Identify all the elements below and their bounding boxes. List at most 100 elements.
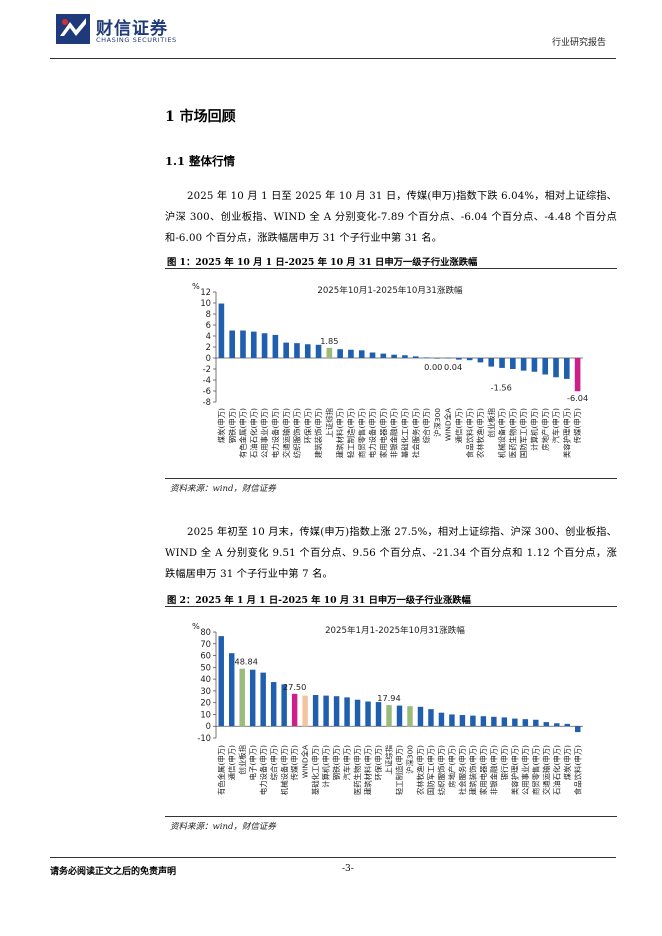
category-label: 电力设备(申万)	[271, 408, 280, 458]
bar	[302, 695, 308, 727]
figure-2-bottom-rule	[165, 816, 617, 817]
category-label: 上证综指	[325, 407, 334, 437]
y-tick-label: 50	[200, 662, 211, 672]
data-label: -6.04	[567, 393, 588, 403]
bar	[456, 358, 462, 360]
category-label: 创业板指	[487, 407, 496, 437]
bar	[488, 358, 495, 367]
bar	[326, 347, 333, 358]
data-label: 17.94	[377, 693, 400, 703]
category-label: 建筑装饰(申万)	[314, 408, 323, 458]
bar	[365, 701, 371, 727]
category-label: 社会服务(申万)	[458, 745, 467, 795]
bar	[261, 333, 268, 358]
category-label: 通信(申万)	[227, 745, 236, 780]
figure-2-source: 资料来源：wind，财信证券	[170, 822, 276, 832]
bar	[574, 358, 581, 392]
bar	[417, 706, 424, 727]
company-logo-icon	[56, 14, 90, 44]
bar	[575, 726, 581, 733]
y-tick-label: 2	[206, 342, 211, 352]
bar	[380, 353, 387, 358]
bar	[542, 358, 549, 375]
bar	[520, 358, 527, 371]
category-label: 商贸零售(申万)	[531, 745, 540, 795]
bar	[553, 358, 559, 378]
report-type-label: 行业研究报告	[551, 38, 606, 48]
bar	[270, 682, 277, 727]
bar	[449, 714, 455, 727]
category-label: 煤炭(申万)	[217, 408, 226, 443]
page-number: -3-	[342, 864, 354, 874]
bar	[434, 358, 441, 359]
category-label: 医药生物(申万)	[508, 408, 517, 458]
category-label: 沪深300	[433, 408, 442, 437]
bar	[358, 350, 365, 358]
bar	[512, 718, 518, 727]
category-label: 农林牧渔(申万)	[416, 745, 425, 795]
bar	[312, 695, 319, 727]
category-label: 沪深300	[406, 745, 415, 774]
bar	[477, 358, 484, 363]
y-tick-label: 0	[206, 353, 211, 363]
bar	[260, 672, 266, 727]
y-tick-label: 40	[200, 674, 211, 684]
bar	[470, 715, 476, 727]
bar	[291, 693, 298, 727]
category-label: 美容护理(申万)	[562, 408, 571, 458]
bar	[315, 344, 322, 358]
category-label: 纺织服饰(申万)	[293, 408, 302, 458]
category-label: 商贸零售(申万)	[357, 408, 366, 458]
bar	[304, 344, 311, 358]
category-label: 基础化工(申万)	[400, 408, 409, 458]
bar	[229, 330, 235, 358]
category-label: 房地产(申万)	[541, 408, 550, 451]
bar	[402, 355, 408, 358]
bar	[543, 722, 550, 727]
chart-2-title: 2025年1月1-2025年10月31涨跌幅	[325, 624, 465, 636]
bar	[369, 352, 376, 358]
category-label: 煤炭(申万)	[563, 745, 572, 780]
category-label: 钢铁(申万)	[332, 745, 341, 780]
bar	[522, 719, 529, 727]
bar	[531, 358, 538, 372]
y-tick-label: 30	[200, 686, 211, 696]
category-label: 非银金融(申万)	[489, 745, 498, 795]
bar	[250, 331, 257, 358]
category-label: 非银金融(申万)	[390, 408, 399, 458]
category-label: 交通运输(申万)	[542, 745, 551, 795]
data-label: 27.50	[283, 682, 306, 692]
y-tick-label: -10	[197, 733, 211, 743]
category-label: 农林牧渔(申万)	[476, 408, 485, 458]
category-label: 建筑材料(申万)	[364, 745, 373, 795]
bar	[344, 697, 350, 727]
y-tick-label: -2	[203, 364, 211, 374]
bar	[294, 343, 300, 358]
y-tick-label: 6	[206, 320, 211, 330]
category-label: 有色金属(申万)	[217, 745, 226, 795]
category-label: 通信(申万)	[454, 408, 463, 443]
data-label: 0.04	[444, 362, 462, 372]
figure-1-title: 图 1：2025 年 10 月 1 日-2025 年 10 月 31 日申万一级…	[167, 257, 478, 268]
bar	[438, 712, 445, 727]
category-label: 钢铁(申万)	[228, 408, 237, 443]
category-label: 建筑材料(申万)	[336, 408, 345, 458]
y-tick-label: 10	[200, 709, 211, 719]
section-heading: 1 市场回顾	[165, 109, 236, 125]
bar	[323, 695, 329, 727]
category-label: 电子(申万)	[248, 745, 257, 780]
category-label: 国防军工(申万)	[427, 745, 436, 795]
category-label: 银行(申万)	[500, 745, 509, 780]
y-tick-label: -6	[203, 386, 211, 396]
bar	[249, 669, 256, 727]
bar	[564, 358, 570, 379]
y-tick-label: 60	[200, 651, 211, 661]
category-label: 综合(申万)	[422, 408, 431, 443]
category-label: 电力设备(申万)	[259, 745, 268, 795]
category-label: 交通运输(申万)	[282, 408, 291, 458]
data-label: -1.56	[491, 383, 512, 393]
category-label: 家用电器(申万)	[379, 408, 388, 458]
y-tick-label: 12	[200, 287, 211, 297]
category-label: 轻工制造(申万)	[347, 408, 356, 458]
data-label: 1.85	[320, 336, 338, 346]
